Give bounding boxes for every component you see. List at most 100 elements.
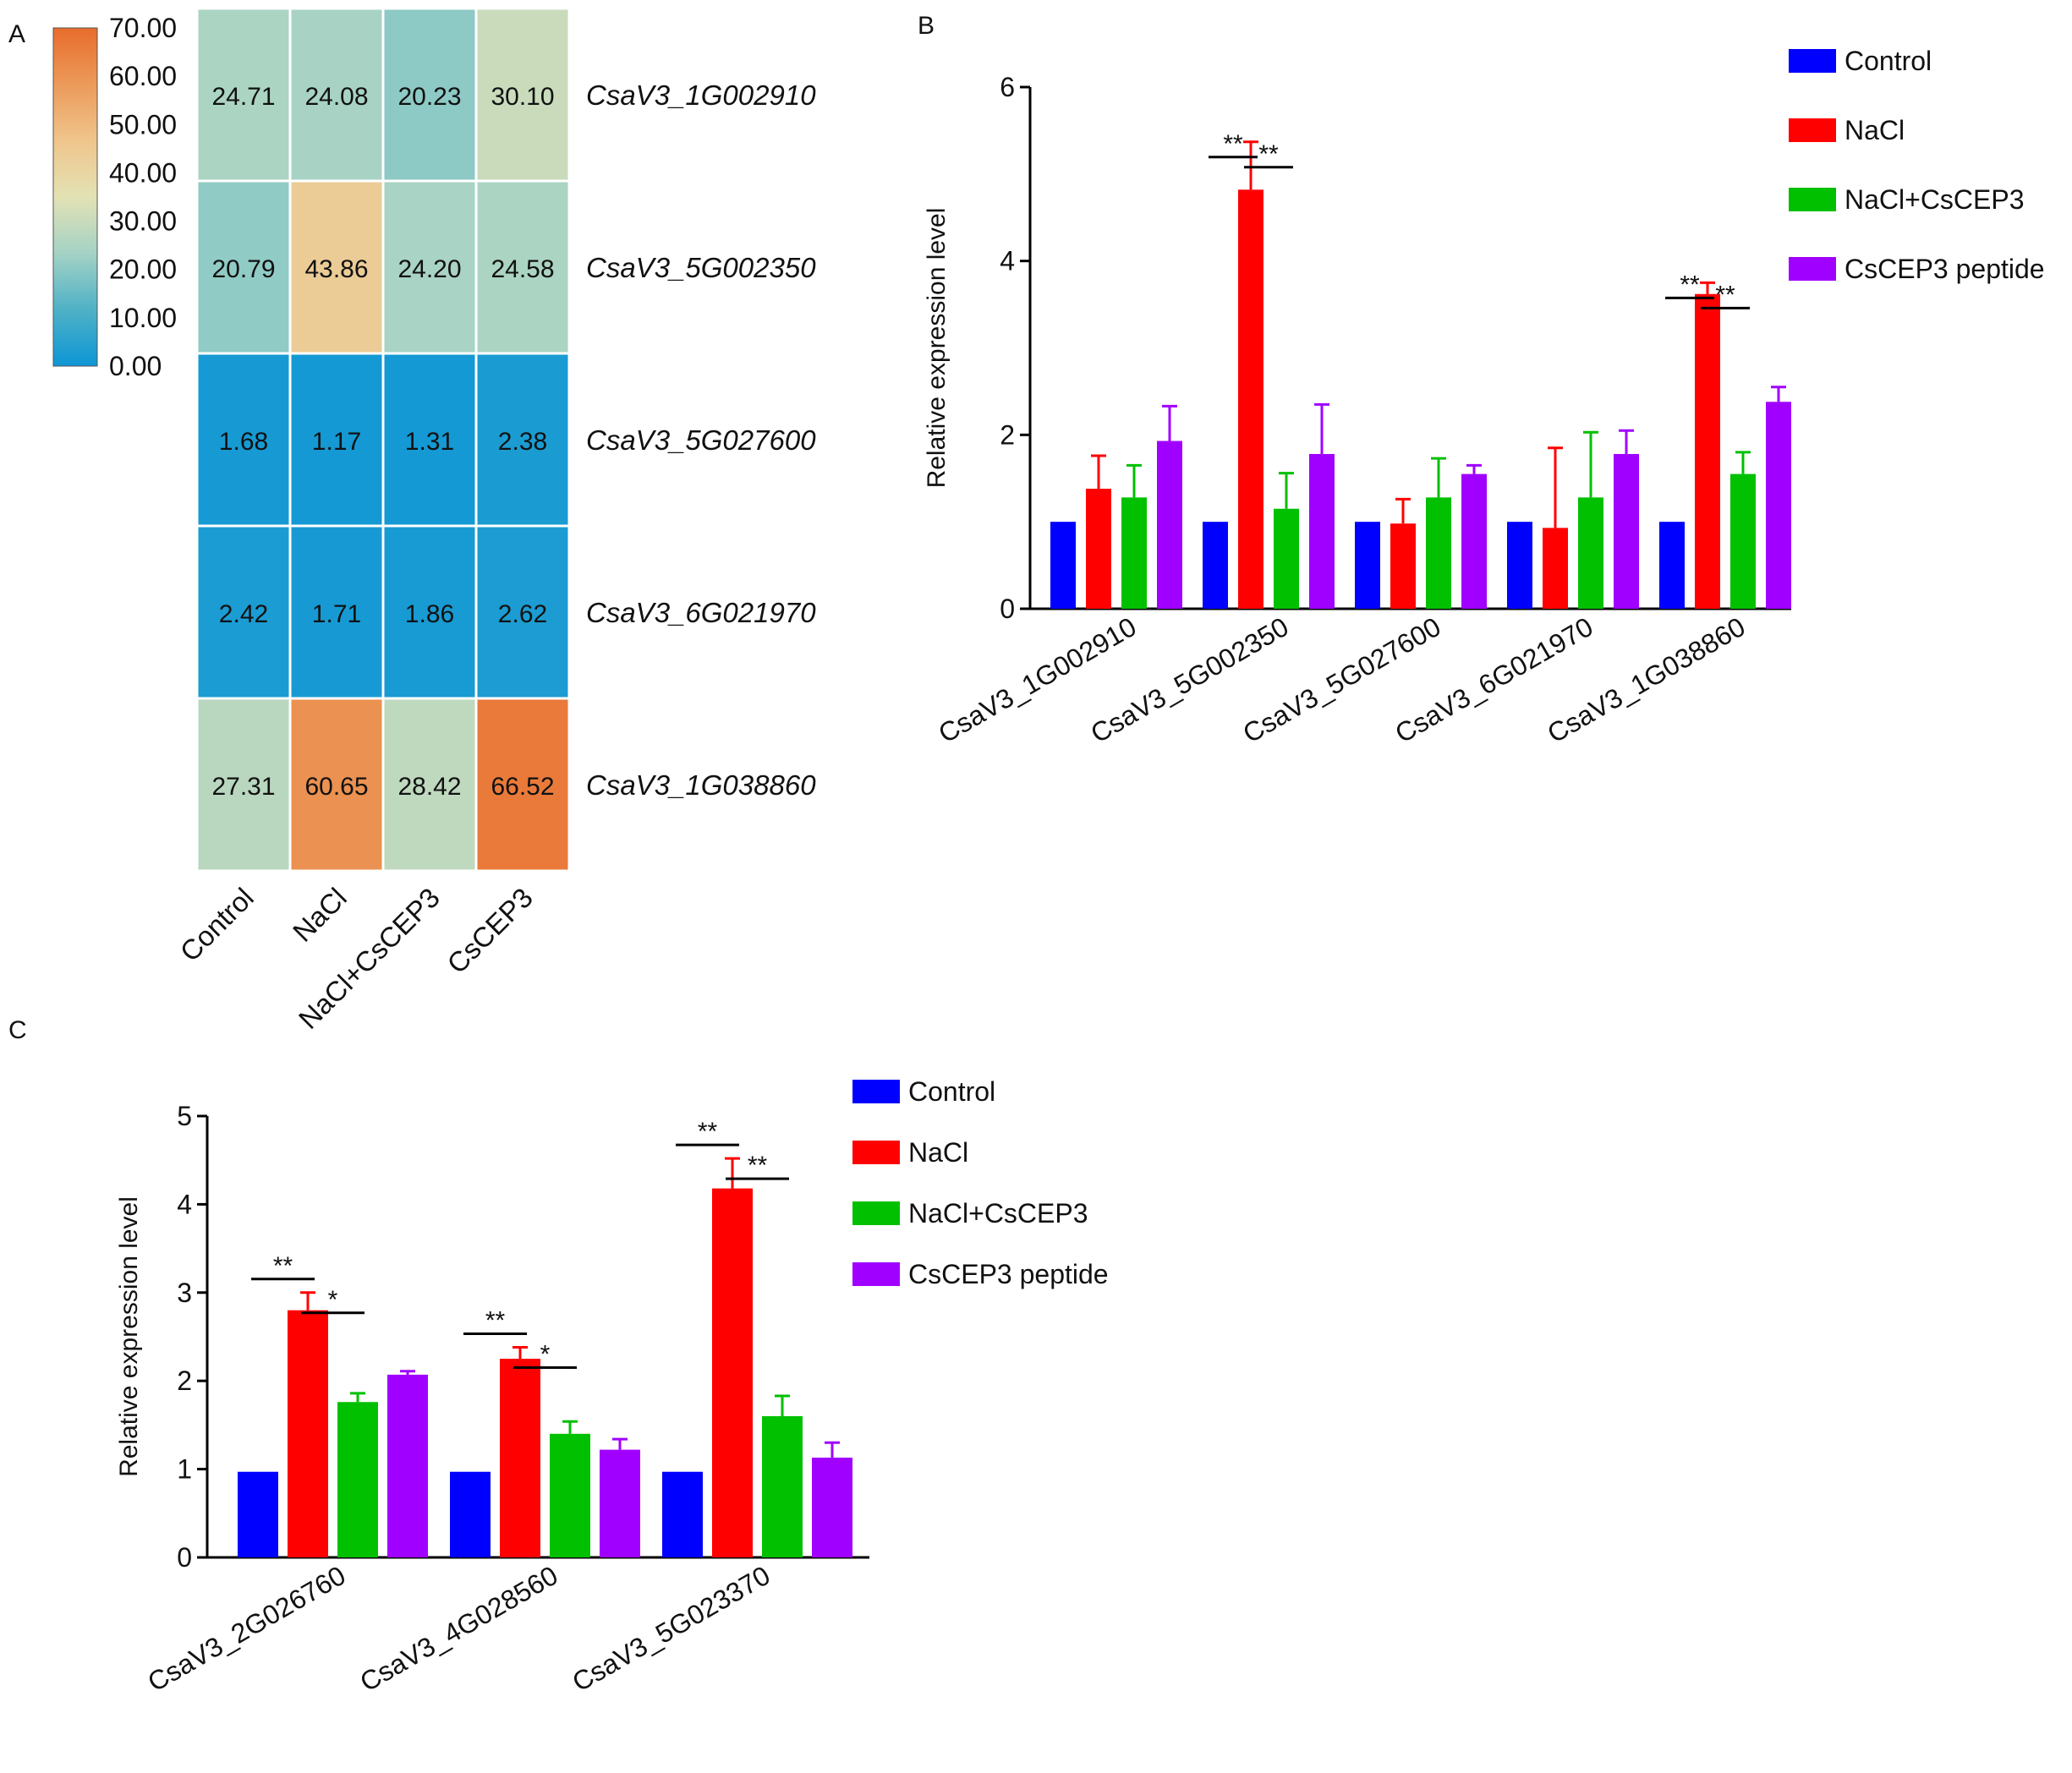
- bar: [550, 1433, 590, 1557]
- heatmap-cell-value: 1.31: [405, 428, 454, 456]
- y-tick-label: 0: [177, 1542, 192, 1573]
- legend-label: Control: [1845, 46, 1932, 76]
- significance-marker: **: [1258, 140, 1279, 168]
- heatmap-cell-value: 1.71: [312, 600, 361, 628]
- heatmap-row-label: CsaV3_5G002350: [586, 252, 816, 283]
- heatmap-row-label: CsaV3_1G002910: [586, 79, 816, 111]
- legend-swatch: [852, 1080, 900, 1103]
- bar: [500, 1359, 540, 1557]
- legend-label: NaCl: [908, 1137, 968, 1168]
- heatmap-cell: [195, 697, 292, 873]
- legend-swatch: [1789, 188, 1836, 211]
- heatmap-row-label: CsaV3_5G027600: [586, 424, 816, 456]
- x-tick-label: CsaV3_2G026760: [142, 1560, 350, 1698]
- heatmap-cell: [381, 7, 478, 183]
- bar: [1086, 489, 1111, 609]
- legend-swatch: [852, 1262, 900, 1286]
- significance-marker: **: [485, 1307, 506, 1335]
- heatmap-cell-value: 1.17: [312, 428, 361, 456]
- panel-label: C: [8, 1016, 27, 1044]
- heatmap-cell-value: 2.62: [498, 600, 547, 628]
- bar: [387, 1374, 428, 1557]
- bar-chart-c: C 0 1 2 3 4 5 Relative expression level CsaV3_2G…: [8, 1016, 1109, 1698]
- bar: [1730, 473, 1756, 609]
- significance-marker: *: [540, 1341, 551, 1369]
- colorbar-tick-label: 0.00: [109, 351, 162, 381]
- heatmap-row-label: CsaV3_6G021970: [586, 597, 816, 628]
- heatmap-cell-value: 66.52: [491, 773, 554, 801]
- significance-marker: **: [698, 1118, 718, 1146]
- bar: [288, 1310, 328, 1557]
- y-tick-label: 0: [1000, 594, 1015, 624]
- legend-swatch: [852, 1141, 900, 1164]
- y-tick-label: 4: [1000, 246, 1015, 276]
- y-tick-label: 2: [177, 1365, 192, 1396]
- legend-swatch: [1789, 257, 1836, 281]
- legend-label: NaCl: [1845, 115, 1905, 145]
- significance-marker: **: [748, 1152, 768, 1179]
- colorbar-tick-label: 20.00: [109, 254, 177, 285]
- heatmap-cell-value: 24.58: [491, 255, 554, 283]
- significance-marker: **: [1680, 271, 1700, 298]
- heatmap-cell: [288, 524, 385, 700]
- heatmap-cell-value: 24.20: [397, 255, 461, 283]
- legend-label: CsCEP3 peptide: [908, 1259, 1109, 1289]
- bar: [1274, 508, 1299, 609]
- bar: [337, 1402, 378, 1557]
- bar: [1203, 522, 1228, 609]
- heatmap-cell-value: 27.31: [211, 773, 275, 801]
- y-tick-label: 2: [1000, 419, 1015, 450]
- heatmap-cell: [288, 352, 385, 528]
- significance-marker: *: [328, 1286, 338, 1314]
- heatmap-cell: [195, 7, 292, 183]
- heatmap-cell-value: 2.42: [219, 600, 268, 628]
- panel-label: A: [8, 20, 25, 48]
- bar: [1121, 497, 1147, 609]
- heatmap-cell-value: 43.86: [304, 255, 368, 283]
- significance-marker: **: [273, 1252, 293, 1280]
- heatmap-cell-value: 28.42: [397, 773, 461, 801]
- legend-swatch: [1789, 118, 1836, 142]
- colorbar-tick-label: 40.00: [109, 157, 177, 188]
- bar: [1543, 528, 1568, 609]
- bar: [1614, 453, 1639, 609]
- y-tick-label: 4: [177, 1189, 192, 1219]
- panel-label: B: [918, 12, 935, 40]
- bar: [1695, 293, 1720, 609]
- heatmap-column-label: Control: [174, 882, 260, 967]
- legend-label: Control: [908, 1076, 995, 1107]
- bar: [662, 1471, 703, 1557]
- bar: [1659, 522, 1685, 609]
- heatmap-cell-value: 20.23: [397, 83, 461, 111]
- heatmap-cell: [474, 524, 571, 700]
- y-axis-label: Relative expression level: [923, 208, 951, 489]
- y-tick-label: 3: [177, 1278, 192, 1308]
- heatmap-cell-value: 30.10: [491, 83, 554, 111]
- y-tick-label: 6: [1000, 72, 1015, 102]
- legend-label: NaCl+CsCEP3: [908, 1198, 1088, 1229]
- legend-swatch: [852, 1201, 900, 1225]
- colorbar: [52, 27, 98, 367]
- x-tick-label: CsaV3_5G023370: [567, 1560, 775, 1698]
- bar: [600, 1449, 640, 1557]
- heatmap-cell: [381, 697, 478, 873]
- bar: [1390, 523, 1416, 609]
- colorbar-tick-label: 50.00: [109, 109, 177, 140]
- colorbar-tick-label: 70.00: [109, 13, 177, 43]
- heatmap-cell-value: 24.08: [304, 83, 368, 111]
- significance-marker: **: [1715, 281, 1735, 309]
- heatmap-column-label: NaCl: [287, 882, 353, 948]
- heatmap-cell: [474, 179, 571, 355]
- heatmap-column-label: CsCEP3: [441, 882, 539, 980]
- bar: [1309, 453, 1335, 609]
- bar: [1426, 497, 1451, 609]
- heatmap-cell: [288, 7, 385, 183]
- bar: [812, 1458, 852, 1557]
- legend-label: NaCl+CsCEP3: [1845, 184, 2025, 215]
- y-tick-label: 1: [177, 1454, 192, 1485]
- bar: [762, 1415, 803, 1557]
- heatmap-panel: A 70.00 60.00 50.00 40.00 30.00 20.00 10.00 0.00…: [8, 7, 816, 1035]
- significance-marker: **: [1223, 130, 1243, 158]
- bar: [450, 1471, 491, 1557]
